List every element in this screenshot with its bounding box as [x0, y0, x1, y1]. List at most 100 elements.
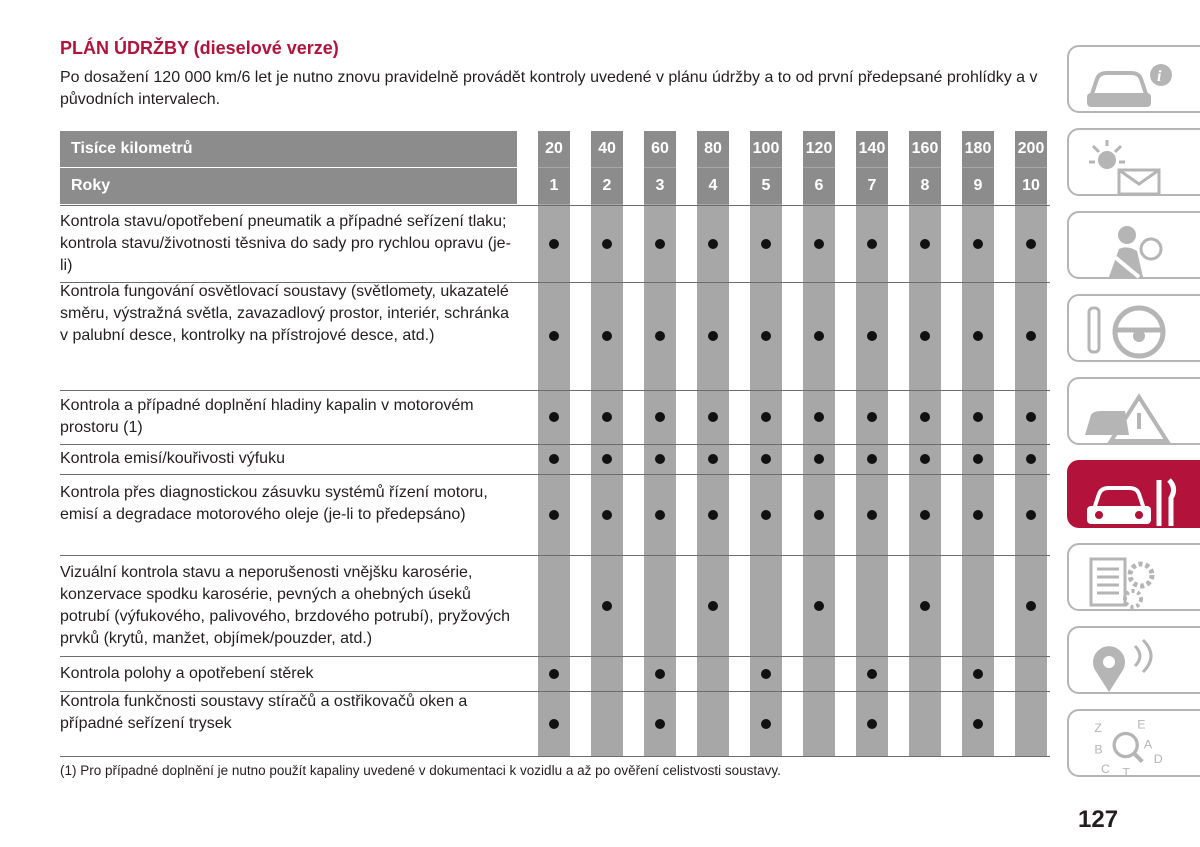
side-tab-seatbelt-airbag[interactable]: [1067, 211, 1200, 279]
maintenance-dot: [602, 412, 612, 422]
header-years-cell: 6: [803, 168, 835, 204]
header-years-cell: 5: [750, 168, 782, 204]
maintenance-dot: [549, 668, 559, 679]
header-km-cell: 180: [962, 131, 994, 167]
maintenance-dot: [655, 668, 665, 679]
header-km-label: Tisíce kilometrů: [60, 131, 517, 167]
list-gears-icon: [1089, 557, 1155, 609]
maintenance-dot: [549, 718, 559, 729]
index-letter: C: [1101, 762, 1110, 776]
maintenance-dot: [655, 331, 665, 341]
side-tab-list-gears[interactable]: [1067, 543, 1200, 611]
maintenance-dot: [814, 331, 824, 341]
maintenance-dot: [973, 239, 983, 249]
maintenance-dot: [602, 331, 612, 341]
table-row-divider: [60, 390, 1050, 391]
maintenance-dot: [867, 509, 877, 520]
maintenance-dot: [867, 239, 877, 249]
header-km-cell: 40: [591, 131, 623, 167]
side-tab-radio-music[interactable]: [1067, 626, 1200, 694]
maintenance-dot: [549, 412, 559, 422]
maintenance-dot: [814, 412, 824, 422]
maintenance-dot: [708, 509, 718, 520]
maintenance-dot: [708, 239, 718, 249]
maintenance-dot: [1026, 331, 1036, 341]
maintenance-dot: [920, 239, 930, 249]
seatbelt-airbag-icon: [1103, 226, 1163, 279]
maintenance-dot: [761, 331, 771, 341]
maintenance-dot: [814, 454, 824, 464]
intro-text: Po dosažení 120 000 km/6 let je nutno zn…: [60, 69, 1038, 108]
table-row-label: Kontrola fungování osvětlovací soustavy …: [60, 283, 510, 344]
maintenance-dot: [708, 412, 718, 422]
maintenance-dot: [549, 239, 559, 249]
maintenance-dot: [867, 718, 877, 729]
table-row-divider: [60, 444, 1050, 445]
key-steering-wheel-icon: [1087, 305, 1166, 359]
table-row-label: Kontrola a případné doplnění hladiny kap…: [60, 397, 474, 436]
maintenance-dot: [1026, 239, 1036, 249]
index-letter: B: [1094, 742, 1102, 756]
table-row-label: Kontrola stavu/opotřebení pneumatik a př…: [60, 213, 511, 274]
index-letter: A: [1144, 737, 1153, 751]
car-warning-triangle-icon: [1085, 393, 1171, 443]
header-km-cell: 140: [856, 131, 888, 167]
table-row-label: Vizuální kontrola stavu a neporušenosti …: [60, 563, 511, 647]
page-number: 127: [1078, 806, 1119, 833]
side-tab-light-envelope[interactable]: [1067, 128, 1200, 196]
maintenance-dot: [920, 331, 930, 341]
maintenance-dot: [549, 509, 559, 520]
header-years-cell: 7: [856, 168, 888, 204]
maintenance-dot: [867, 454, 877, 464]
maintenance-dot: [973, 718, 983, 729]
header-years-cell: 10: [1015, 168, 1047, 204]
maintenance-dot: [708, 600, 718, 611]
maintenance-dot: [761, 509, 771, 520]
page-title: PLÁN ÚDRŽBY (dieselové verze): [60, 38, 339, 58]
header-km-cell: 20: [538, 131, 570, 167]
maintenance-dot: [655, 718, 665, 729]
light-envelope-icon: [1089, 140, 1161, 196]
table-row-label: Kontrola polohy a opotřebení stěrek: [60, 664, 314, 682]
table-row-divider: [60, 691, 1050, 692]
side-tab-key-steering-wheel[interactable]: [1067, 294, 1200, 362]
maintenance-dot: [602, 454, 612, 464]
maintenance-dot: [761, 668, 771, 679]
maintenance-dot: [973, 454, 983, 464]
header-km-cell: 100: [750, 131, 782, 167]
maintenance-dot: [973, 668, 983, 679]
table-column-band: [538, 131, 570, 756]
side-tab-car-wrench[interactable]: [1067, 460, 1200, 528]
table-column-band: [1015, 131, 1047, 756]
table-row-label: Kontrola přes diagnostickou zásuvku syst…: [60, 483, 488, 523]
table-column-band: [909, 131, 941, 756]
maintenance-dot: [973, 331, 983, 341]
maintenance-dot: [602, 239, 612, 249]
header-years-cell: 1: [538, 168, 570, 204]
side-tab-car-info[interactable]: i: [1067, 45, 1200, 113]
header-years-cell: 4: [697, 168, 729, 204]
maintenance-dot: [1026, 454, 1036, 464]
maintenance-dot: [867, 668, 877, 679]
table-column-band: [962, 131, 994, 756]
maintenance-dot: [655, 412, 665, 422]
maintenance-dot: [549, 454, 559, 464]
table-column-band: [803, 131, 835, 756]
index-letter: D: [1154, 752, 1163, 766]
maintenance-dot: [602, 509, 612, 520]
index-letter: Z: [1094, 721, 1102, 735]
header-years-cell: 9: [962, 168, 994, 204]
table-row-label: Kontrola emisí/kouřivosti výfuku: [60, 450, 285, 467]
header-years-cell: 2: [591, 168, 623, 204]
side-tab-car-warning-triangle[interactable]: [1067, 377, 1200, 445]
maintenance-dot: [655, 454, 665, 464]
maintenance-dot: [761, 454, 771, 464]
maintenance-dot: [602, 600, 612, 611]
table-row-divider: [60, 555, 1050, 556]
car-wrench-icon: [1087, 478, 1177, 526]
table-column-band: [856, 131, 888, 756]
header-years-cell: 8: [909, 168, 941, 204]
maintenance-dot: [549, 331, 559, 341]
svg-text:i: i: [1157, 68, 1162, 85]
